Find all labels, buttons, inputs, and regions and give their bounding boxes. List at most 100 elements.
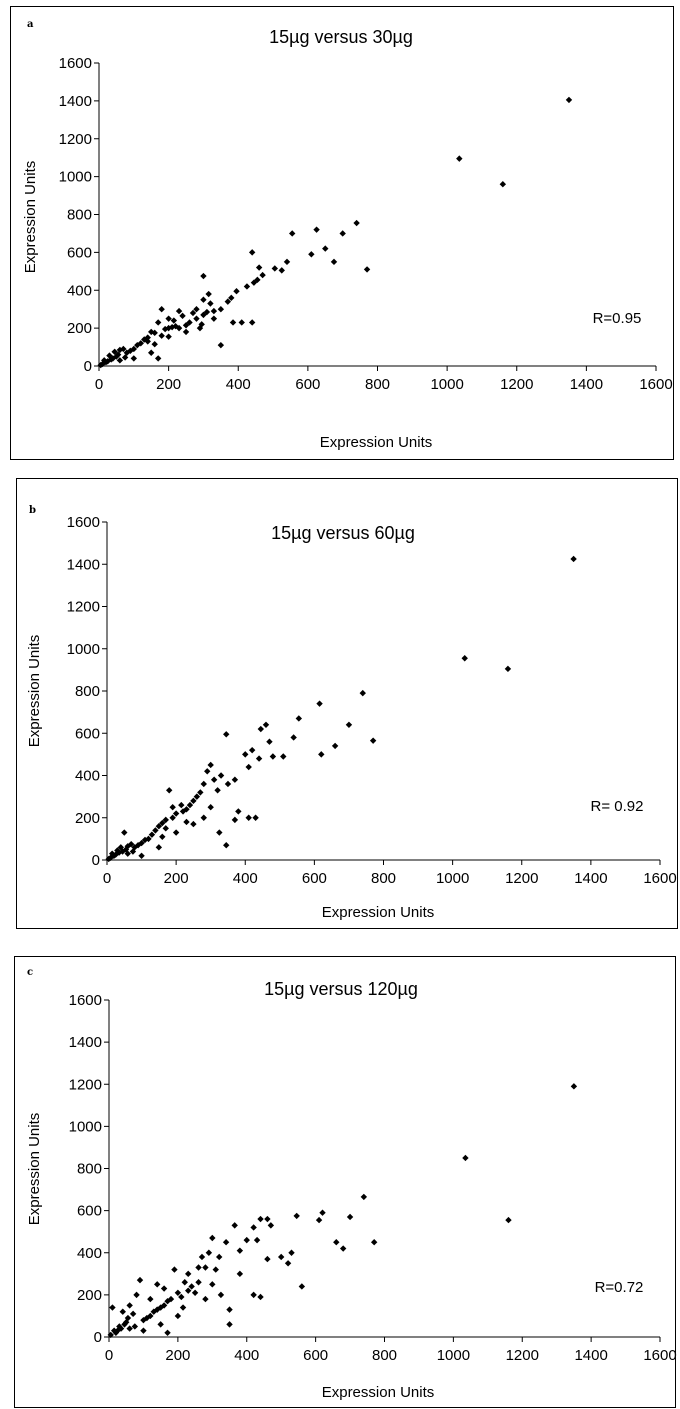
panel-letter: a	[27, 19, 34, 30]
data-point	[126, 1302, 133, 1309]
data-point	[264, 1215, 271, 1223]
x-tick-label: 600	[303, 1347, 328, 1364]
data-point	[200, 780, 207, 788]
data-point	[223, 842, 230, 849]
data-point	[133, 1291, 140, 1299]
data-point	[223, 731, 230, 738]
data-point	[116, 346, 124, 354]
y-tick-label: 600	[77, 1203, 102, 1220]
data-point	[271, 265, 279, 272]
data-point	[119, 1308, 126, 1315]
y-tick-label: 1600	[59, 55, 92, 72]
x-tick-label: 1400	[574, 870, 607, 887]
y-tick-label: 800	[77, 1161, 102, 1178]
data-point	[505, 1216, 512, 1224]
data-point	[289, 230, 296, 237]
chart-panel-b: b 15µg versus 60µg 0 200 400 600 800 1000 1200 14…	[16, 478, 678, 929]
data-point	[248, 249, 256, 256]
data-point	[217, 305, 225, 313]
y-tick-label: 800	[75, 683, 100, 700]
data-point	[210, 307, 218, 315]
data-point	[124, 850, 131, 857]
data-point	[169, 814, 176, 821]
data-point	[152, 827, 159, 834]
correlation-annotation: R=0.95	[593, 310, 642, 327]
data-point	[252, 814, 259, 821]
data-point	[193, 305, 200, 313]
data-point	[154, 355, 162, 362]
data-point	[250, 1291, 257, 1299]
y-tick-label: 1600	[69, 992, 102, 1009]
y-tick-label: 1600	[67, 514, 100, 531]
data-point	[235, 808, 242, 815]
data-point	[224, 780, 232, 788]
data-point	[339, 1245, 347, 1252]
y-tick-label: 1200	[67, 599, 100, 616]
data-point	[236, 1270, 244, 1278]
data-point	[191, 1289, 199, 1296]
data-point	[570, 1083, 578, 1090]
y-tick-label: 400	[77, 1245, 102, 1262]
data-point	[216, 829, 223, 836]
x-tick-label: 800	[371, 870, 396, 887]
data-point	[178, 801, 185, 809]
data-point	[290, 734, 297, 741]
data-point	[161, 325, 169, 333]
data-point	[202, 1264, 209, 1271]
data-point	[217, 341, 225, 349]
data-point	[159, 833, 166, 840]
data-point	[134, 341, 141, 349]
data-point	[198, 321, 205, 328]
data-point	[346, 1213, 354, 1221]
data-point	[245, 763, 252, 771]
data-point	[330, 258, 338, 266]
data-point	[148, 349, 155, 356]
data-point	[207, 803, 214, 811]
x-tick-label: 200	[156, 376, 181, 393]
data-point	[157, 1304, 164, 1311]
panel-letter: c	[27, 967, 33, 978]
data-point	[257, 1215, 264, 1223]
y-tick-label: 1400	[69, 1034, 102, 1051]
chart-panel-c: c 15µg versus 120µg 0 200 400 600 800 1000 1200 1…	[14, 956, 677, 1408]
data-point	[129, 1310, 137, 1318]
y-tick-label: 1200	[59, 131, 92, 148]
data-point	[190, 797, 197, 805]
x-tick-label: 0	[95, 376, 103, 393]
correlation-annotation: R=0.72	[595, 1279, 644, 1296]
data-point	[111, 348, 118, 355]
data-point	[198, 1253, 206, 1261]
data-point	[108, 850, 116, 857]
data-point	[217, 772, 225, 779]
data-point	[200, 296, 207, 303]
data-point	[280, 753, 287, 760]
y-tick-label: 200	[67, 320, 92, 337]
panel-letter: b	[29, 505, 36, 516]
data-point	[278, 267, 285, 274]
data-point	[339, 230, 346, 237]
y-tick-label: 1400	[67, 556, 100, 573]
data-point	[97, 361, 104, 369]
data-point	[121, 354, 129, 361]
data-point	[105, 855, 112, 863]
data-point	[499, 181, 507, 188]
x-tick-label: 1200	[506, 1347, 539, 1364]
data-point	[144, 338, 151, 345]
y-tick-label: 400	[67, 282, 92, 299]
data-point	[193, 315, 200, 322]
data-point	[353, 219, 360, 227]
data-point	[236, 1247, 244, 1254]
data-point	[345, 721, 353, 728]
data-point	[204, 768, 211, 775]
x-axis-label: Expression Units	[320, 434, 433, 451]
data-point	[369, 737, 377, 744]
data-point	[162, 825, 169, 832]
data-point	[172, 810, 180, 817]
data-point	[259, 271, 266, 279]
data-point	[165, 315, 172, 322]
chart-title: 15µg versus 60µg	[271, 523, 415, 543]
data-point	[565, 96, 573, 104]
chart-title: 15µg versus 30µg	[269, 27, 413, 47]
data-point	[210, 315, 218, 322]
data-point	[171, 1266, 178, 1273]
